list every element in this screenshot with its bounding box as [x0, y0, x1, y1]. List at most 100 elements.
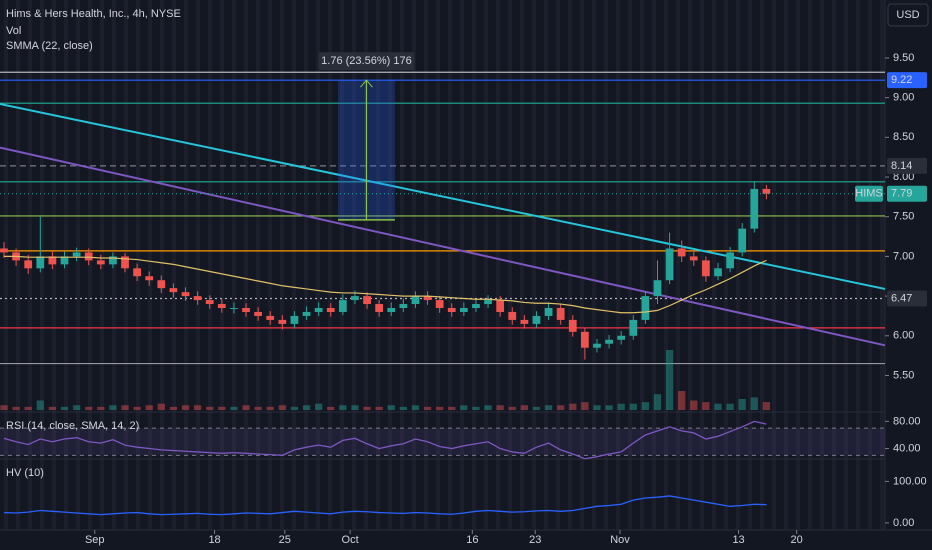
x-tick-label: 25 [279, 534, 291, 546]
rsi-band [0, 428, 885, 456]
y-tick-label: 7.50 [893, 211, 914, 223]
volume-bar [399, 406, 407, 410]
candle-body [665, 248, 674, 281]
candle-body [738, 228, 747, 253]
volume-bar [678, 391, 686, 410]
volume-bar [36, 400, 44, 410]
candle-body [48, 256, 57, 265]
candle-body [121, 256, 129, 269]
candle-body [84, 252, 93, 261]
candle-body [363, 296, 371, 305]
indicator-line [3, 495, 767, 516]
candle-body [0, 248, 8, 253]
volume-bar [72, 405, 81, 410]
price-label-box [887, 157, 927, 174]
candle-body [496, 300, 505, 312]
volume-bar [254, 406, 262, 410]
symbol-box [855, 185, 883, 202]
last-price-box [887, 185, 927, 202]
candle-body [351, 296, 359, 301]
volume-bar [750, 397, 758, 410]
volume-bar [653, 394, 662, 410]
candle-body [387, 308, 396, 312]
volume-bar [423, 406, 432, 410]
volume-bar [181, 405, 190, 410]
measure-label: 1.76 (23.56%) 176 [321, 55, 412, 67]
volume-bar [97, 406, 105, 410]
volume-bar [557, 405, 565, 410]
candle-body [593, 343, 601, 348]
candle-body [629, 319, 638, 336]
candle-body [726, 252, 734, 269]
plot-background [0, 0, 885, 530]
candle-body [72, 252, 81, 257]
candle-body [399, 304, 408, 309]
volume-bar [266, 406, 274, 410]
volume-bar [375, 406, 383, 410]
y-tick-label: 0.00 [893, 517, 914, 529]
candle-body [750, 188, 759, 229]
candle-body [581, 331, 589, 348]
volume-bar [460, 405, 468, 410]
candle-body [278, 319, 287, 324]
volume-bar [738, 398, 746, 410]
x-tick-label: 13 [732, 534, 744, 546]
volume-bar [109, 405, 117, 410]
candle-body [689, 256, 698, 261]
volume-bar [48, 406, 57, 410]
candle-body [532, 315, 541, 324]
candle-body [169, 288, 178, 293]
x-tick-label: 20 [791, 534, 803, 546]
currency-label[interactable]: USD [896, 9, 919, 21]
candle-body [290, 315, 299, 324]
volume-bar [762, 402, 771, 410]
price-label-box [887, 72, 927, 89]
pane-title: RSI (14, close, SMA, 14, 2) [6, 420, 139, 432]
y-tick-label: 7.00 [893, 250, 914, 262]
candle-body [96, 260, 105, 265]
candle-body [714, 268, 722, 277]
candle-body [568, 319, 577, 332]
volume-bar [24, 406, 32, 410]
volume-bar [157, 403, 165, 410]
volume-bar [387, 405, 395, 410]
volume-bar [206, 406, 214, 410]
candle-body [109, 256, 117, 265]
volume-bar [339, 405, 347, 410]
x-tick-label: Nov [610, 534, 630, 546]
candle-body [266, 315, 275, 320]
volume-bar [85, 406, 93, 410]
volume-bar [605, 405, 613, 410]
candle-body [60, 256, 69, 265]
candle-body [605, 339, 613, 344]
volume-bar [690, 400, 698, 410]
candle-body [314, 308, 323, 312]
price-axis [885, 0, 932, 550]
currency-button[interactable] [887, 3, 929, 27]
volume-bar [218, 406, 226, 410]
candle-body [24, 260, 33, 269]
volume-bar [714, 403, 722, 410]
price-label-box [887, 290, 927, 307]
y-tick-label: 80.00 [893, 415, 921, 427]
candle-body [145, 276, 154, 281]
volume-bar [665, 350, 674, 410]
candle-body [762, 188, 771, 194]
candle-body [254, 311, 263, 316]
volume-bar [242, 405, 250, 410]
last-price-label: 7.79 [891, 188, 912, 200]
candle-body [653, 280, 662, 297]
volume-bar [0, 405, 8, 410]
x-tick-label: Oct [342, 534, 359, 546]
candle-body [411, 296, 420, 305]
y-tick-label: 9.50 [893, 52, 914, 64]
volume-bar [145, 405, 153, 410]
measure-label-box [318, 52, 415, 71]
candle-body [242, 308, 250, 312]
smma-line [3, 255, 767, 314]
candle-body [375, 304, 384, 312]
candle-body [302, 311, 311, 316]
candle-body [472, 304, 480, 309]
candle-body [520, 319, 529, 324]
